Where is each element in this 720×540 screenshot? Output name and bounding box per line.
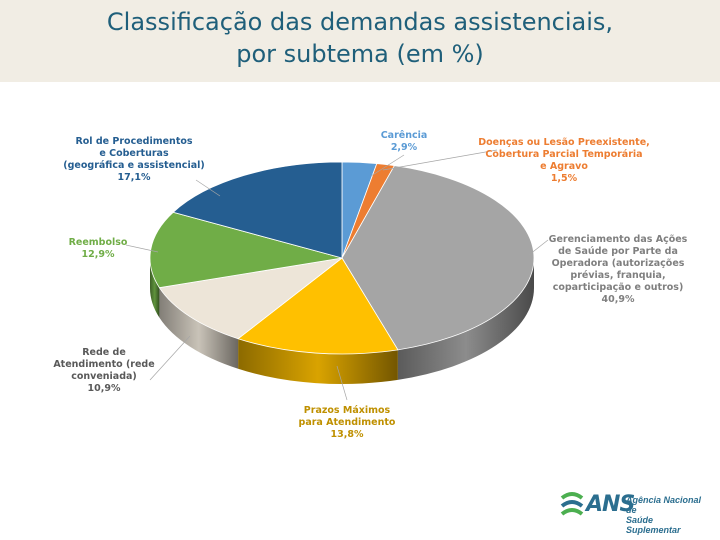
slice-label-0-line-0: Carência bbox=[381, 130, 428, 141]
ans-logo-subtitle: Agência Nacional de Saúde Suplementar bbox=[626, 495, 708, 535]
slice-label-6-line-2: (geográfica e assistencial) bbox=[63, 160, 204, 171]
ans-logo-sub-line-2: Saúde Suplementar bbox=[626, 515, 681, 535]
page-title: Classificação das demandas assistenciais… bbox=[0, 6, 720, 70]
title-band bbox=[0, 0, 720, 82]
pie-slices bbox=[149, 161, 535, 355]
slice-label-4-line-0: Rede de bbox=[82, 347, 126, 358]
pie-slice-5 bbox=[149, 211, 343, 289]
slice-label-0: Carência 2,9% bbox=[381, 130, 428, 153]
slice-label-4-line-3: 10,9% bbox=[88, 383, 121, 394]
slice-label-1-line-2: e Agravo bbox=[540, 161, 588, 172]
pie-side-3 bbox=[238, 338, 398, 385]
pie-slice-2 bbox=[341, 165, 535, 351]
slice-label-1-line-3: 1,5% bbox=[551, 173, 578, 184]
slice-label-2-line-5: 40,9% bbox=[602, 294, 635, 305]
slice-label-4-line-2: conveniada) bbox=[71, 371, 137, 382]
pie-slice-6 bbox=[172, 161, 343, 259]
pie-slice-4 bbox=[158, 257, 343, 340]
slice-label-2-line-4: coparticipação e outros) bbox=[553, 282, 684, 293]
pie-side-walls bbox=[150, 258, 534, 385]
slice-label-1-line-0: Doenças ou Lesão Preexistente, bbox=[478, 137, 650, 148]
title-line-1: Classificação das demandas assistenciais… bbox=[106, 8, 614, 36]
pie-side-2 bbox=[397, 258, 534, 380]
slice-label-4-line-1: Atendimento (rede bbox=[53, 359, 154, 370]
leader-line-6 bbox=[195, 179, 221, 197]
slice-label-5-line-1: 12,9% bbox=[82, 249, 115, 260]
leader-line-4 bbox=[149, 335, 191, 381]
leader-line-1 bbox=[382, 149, 498, 171]
title-line-2: por subtema (em %) bbox=[236, 40, 484, 68]
leader-line-2 bbox=[519, 239, 549, 263]
pie-side-4 bbox=[159, 287, 239, 369]
ans-logo: ANS Agência Nacional de Saúde Suplementa… bbox=[558, 488, 708, 535]
slice-label-2-line-3: prévias, franquia, bbox=[570, 270, 665, 281]
slice-label-5-line-0: Reembolso bbox=[69, 237, 128, 248]
slice-label-6: Rol de Procedimentos e Coberturas (geográf… bbox=[63, 136, 204, 183]
slice-label-2-line-2: Operadora (autorizações bbox=[552, 258, 685, 269]
slice-label-6-line-0: Rol de Procedimentos bbox=[75, 136, 192, 147]
slice-label-6-line-3: 17,1% bbox=[118, 172, 151, 183]
slice-label-3-line-0: Prazos Máximos bbox=[304, 405, 391, 416]
slice-label-6-line-1: e Coberturas bbox=[99, 148, 169, 159]
leader-line-5 bbox=[125, 244, 159, 253]
pie-side-5 bbox=[150, 258, 160, 318]
slice-label-2: Gerenciamento das Ações de Saúde por Part… bbox=[549, 234, 688, 305]
pie-labels: Carência 2,9% Doenças ou Lesão Preexistent… bbox=[53, 130, 687, 440]
slice-label-4: Rede de Atendimento (rede conveniada) 10,9% bbox=[53, 347, 154, 394]
slice-label-0-line-1: 2,9% bbox=[391, 142, 418, 153]
leader-line-0 bbox=[370, 154, 405, 177]
slice-label-2-line-1: de Saúde por Parte da bbox=[558, 246, 678, 257]
slice-label-2-line-0: Gerenciamento das Ações bbox=[549, 234, 688, 245]
slice-label-1-line-1: Cobertura Parcial Temporária bbox=[485, 149, 642, 160]
slice-label-1: Doenças ou Lesão Preexistente, Cobertura … bbox=[478, 137, 650, 184]
slice-label-5: Reembolso 12,9% bbox=[69, 237, 128, 260]
ans-logo-icon bbox=[560, 492, 584, 516]
slice-label-3-line-1: para Atendimento bbox=[299, 417, 396, 428]
pie-slice-3 bbox=[237, 257, 399, 355]
leader-line-3 bbox=[336, 365, 348, 401]
ans-logo-word: ANS bbox=[586, 492, 635, 517]
slice-label-3: Prazos Máximos para Atendimento 13,8% bbox=[299, 405, 396, 440]
ans-logo-sub-line-1: Agência Nacional de bbox=[626, 495, 702, 515]
slice-label-3-line-2: 13,8% bbox=[331, 429, 364, 440]
